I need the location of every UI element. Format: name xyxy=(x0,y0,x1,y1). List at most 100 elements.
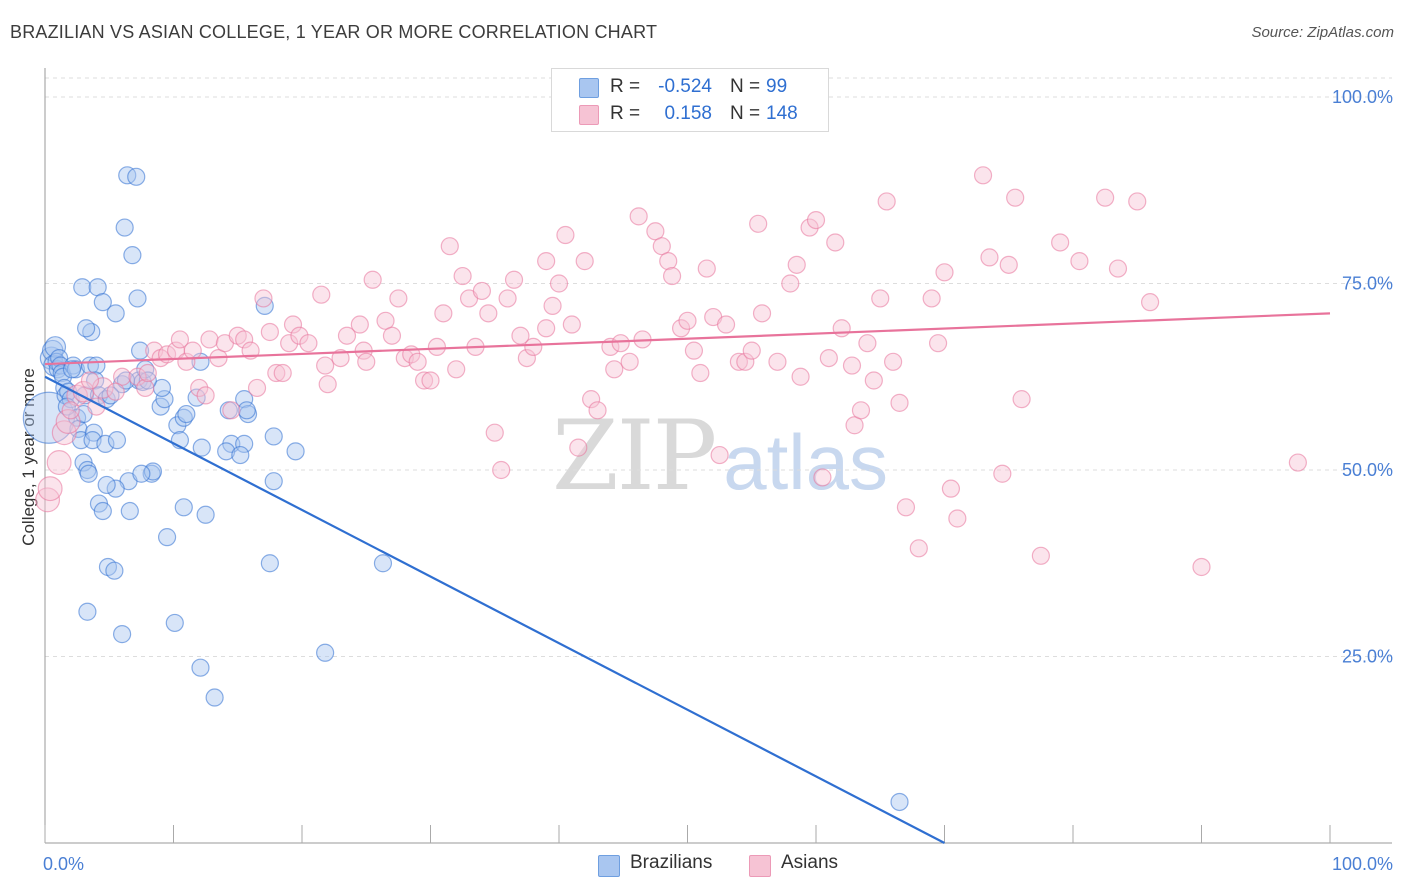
data-point xyxy=(143,462,163,481)
data-point xyxy=(485,423,504,442)
data-point xyxy=(260,322,279,342)
data-point xyxy=(205,688,224,707)
data-point xyxy=(752,304,772,323)
data-point xyxy=(118,166,137,185)
data-point xyxy=(858,334,877,353)
data-point xyxy=(710,445,729,465)
data-point xyxy=(791,367,810,386)
data-point xyxy=(254,289,273,308)
data-point xyxy=(73,278,92,297)
source-label: Source: ZipAtlas.com xyxy=(1251,24,1394,41)
data-point xyxy=(79,464,98,483)
data-point xyxy=(890,393,909,412)
data-point xyxy=(736,352,755,371)
data-point xyxy=(414,371,434,390)
legend-row-brazilians: R = -0.524 N = 99 xyxy=(552,74,828,100)
trend-line-asians xyxy=(44,312,1331,366)
data-point xyxy=(611,334,630,353)
data-point xyxy=(973,166,993,185)
data-point xyxy=(237,401,256,420)
data-point xyxy=(217,442,236,461)
data-point xyxy=(200,330,219,349)
data-point xyxy=(826,233,845,252)
data-point xyxy=(781,274,800,293)
data-point xyxy=(66,360,85,379)
data-point xyxy=(408,352,427,371)
data-point xyxy=(453,266,472,286)
data-point xyxy=(427,337,447,357)
data-point xyxy=(569,438,588,457)
data-point xyxy=(1006,188,1025,207)
data-point xyxy=(132,464,151,483)
data-point xyxy=(190,378,209,398)
data-point xyxy=(264,472,283,491)
data-point xyxy=(165,613,184,633)
chart-title: BRAZILIAN VS ASIAN COLLEGE, 1 YEAR OR MO… xyxy=(10,22,658,42)
data-point xyxy=(105,561,124,580)
data-point xyxy=(684,341,704,360)
data-point xyxy=(51,356,70,375)
data-point xyxy=(155,390,174,409)
data-point xyxy=(123,246,142,265)
data-point xyxy=(138,363,157,383)
data-point xyxy=(543,296,562,315)
legend-row-asians: R = 0.158 N = 148 xyxy=(552,101,828,127)
data-point xyxy=(588,401,607,420)
data-point xyxy=(373,554,393,573)
data-point xyxy=(1070,252,1089,271)
r-label: R = xyxy=(610,76,641,97)
data-point xyxy=(1192,557,1211,577)
data-point xyxy=(84,423,103,442)
data-point xyxy=(286,442,305,461)
data-point xyxy=(77,319,96,338)
data-point xyxy=(749,214,768,233)
data-point xyxy=(44,336,67,358)
legend-swatch-asians xyxy=(749,855,771,877)
data-point xyxy=(800,218,819,237)
data-point xyxy=(806,210,826,230)
data-point xyxy=(157,528,177,547)
data-point xyxy=(941,479,961,498)
data-point xyxy=(582,390,601,409)
y-tick-label: 100.0% xyxy=(1332,87,1393,107)
data-point xyxy=(1096,188,1115,207)
data-point xyxy=(235,330,254,349)
data-point xyxy=(96,434,115,453)
data-point xyxy=(192,438,211,457)
data-point xyxy=(877,192,896,211)
data-point xyxy=(517,349,536,368)
data-point xyxy=(106,479,125,498)
data-point xyxy=(331,349,350,368)
n-value: 99 xyxy=(766,76,788,97)
data-point xyxy=(255,296,274,315)
n-label: N = xyxy=(730,103,761,124)
data-point xyxy=(671,319,691,338)
watermark-atlas: atlas xyxy=(723,418,888,506)
data-point xyxy=(196,386,215,405)
data-point xyxy=(316,643,335,662)
data-point xyxy=(729,352,749,371)
data-point xyxy=(479,304,498,323)
data-point xyxy=(337,326,357,345)
data-point xyxy=(1288,453,1307,472)
data-point xyxy=(222,401,241,420)
data-point xyxy=(78,602,97,621)
data-point xyxy=(492,460,511,480)
x-tick-label: 100.0% xyxy=(1332,854,1393,874)
r-value: 0.158 xyxy=(664,103,712,124)
data-point xyxy=(174,498,193,517)
data-point xyxy=(605,360,624,379)
data-point xyxy=(62,360,82,379)
data-point xyxy=(447,360,466,379)
data-point xyxy=(1012,390,1031,409)
data-point xyxy=(350,315,369,334)
data-point xyxy=(112,625,132,644)
data-point xyxy=(537,319,556,338)
data-point xyxy=(575,252,594,271)
data-point xyxy=(890,792,909,812)
data-point xyxy=(935,263,954,282)
data-point xyxy=(389,289,408,308)
data-point xyxy=(832,319,851,338)
data-point xyxy=(896,498,916,517)
data-point xyxy=(922,289,941,308)
